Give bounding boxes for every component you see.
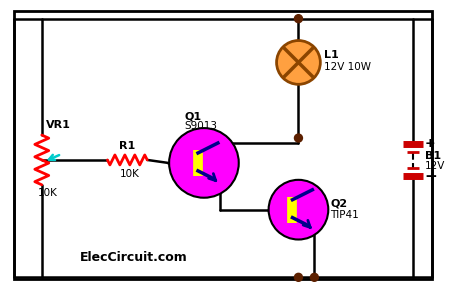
- Text: B1: B1: [425, 151, 441, 161]
- Text: S9013: S9013: [184, 121, 217, 131]
- Circle shape: [169, 128, 239, 198]
- Text: 10K: 10K: [119, 169, 139, 179]
- Text: 12V: 12V: [425, 161, 445, 171]
- Text: ElecCircuit.com: ElecCircuit.com: [79, 251, 187, 264]
- Text: Q1: Q1: [184, 111, 201, 121]
- Circle shape: [295, 15, 303, 23]
- Text: VR1: VR1: [46, 120, 70, 130]
- Text: R1: R1: [119, 141, 136, 151]
- Circle shape: [277, 41, 320, 84]
- Circle shape: [310, 273, 318, 281]
- Text: TIP41: TIP41: [330, 210, 359, 220]
- Text: −: −: [425, 169, 438, 184]
- Text: 12V 10W: 12V 10W: [324, 62, 371, 72]
- Text: L1: L1: [324, 51, 339, 60]
- Text: Q2: Q2: [330, 199, 348, 209]
- Text: 10K: 10K: [38, 188, 57, 198]
- Text: +: +: [425, 137, 436, 150]
- Circle shape: [295, 273, 303, 281]
- Circle shape: [269, 180, 328, 239]
- Circle shape: [295, 134, 303, 142]
